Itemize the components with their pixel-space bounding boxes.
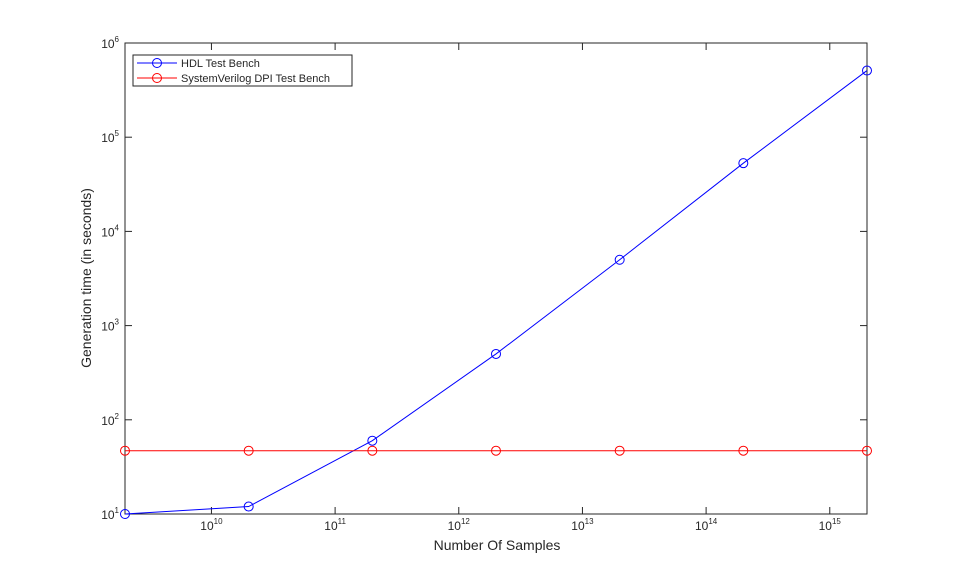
tick-label-base: 10 (571, 519, 585, 533)
data-point (614, 254, 625, 265)
data-point (367, 445, 378, 456)
tick-label-exponent: 13 (585, 517, 594, 526)
tick-label-exponent: 14 (708, 517, 717, 526)
tick-label-base: 10 (101, 414, 115, 428)
y-axis-label: Generation time (in seconds) (78, 188, 94, 368)
legend-marker (152, 58, 162, 68)
plot-area (124, 42, 868, 515)
legend-label: HDL Test Bench (181, 58, 260, 70)
tick-label: 1015 (819, 517, 842, 533)
data-line (124, 70, 868, 515)
tick-label: 102 (101, 412, 119, 428)
tick-label-exponent: 3 (115, 318, 120, 327)
tick-label: 1014 (695, 517, 718, 533)
tick-label-base: 10 (324, 519, 338, 533)
tick-label: 104 (101, 223, 119, 239)
data-point (738, 158, 749, 169)
tick-label: 106 (101, 35, 119, 51)
data-point (120, 445, 130, 456)
legend-box (132, 54, 353, 87)
data-point (243, 445, 254, 456)
tick-label-base: 10 (200, 519, 214, 533)
tick-label: 1010 (200, 517, 223, 533)
tick-label-base: 10 (695, 519, 709, 533)
data-point (243, 501, 254, 512)
tick-label-exponent: 6 (115, 35, 120, 44)
tick-label-exponent: 12 (461, 517, 470, 526)
tick-label: 105 (101, 129, 119, 145)
tick-label-base: 10 (819, 519, 833, 533)
tick-label-exponent: 15 (832, 517, 841, 526)
data-point (491, 348, 501, 359)
data-point (491, 445, 501, 456)
tick-label-base: 10 (101, 131, 115, 145)
tick-label: 1011 (324, 517, 346, 533)
legend-label: SystemVerilog DPI Test Bench (181, 73, 330, 85)
tick-label: 1012 (448, 517, 471, 533)
legend-marker (152, 73, 162, 83)
tick-label-exponent: 10 (214, 517, 223, 526)
data-point (120, 509, 130, 519)
data-point (614, 445, 625, 456)
data-point (738, 445, 749, 456)
tick-label-base: 10 (101, 225, 115, 239)
tick-label-base: 10 (101, 37, 115, 51)
tick-label-exponent: 4 (115, 223, 120, 232)
tick-label-base: 10 (448, 519, 462, 533)
tick-label: 101 (101, 506, 119, 522)
tick-label-exponent: 5 (115, 129, 120, 138)
tick-label-exponent: 2 (115, 412, 120, 421)
tick-label: 103 (101, 318, 119, 334)
data-point (862, 65, 872, 76)
tick-label-exponent: 11 (338, 517, 347, 526)
data-point (862, 445, 872, 456)
tick-label: 1013 (571, 517, 594, 533)
tick-label-exponent: 1 (115, 506, 120, 515)
tick-label-base: 10 (101, 508, 115, 522)
tick-label-base: 10 (101, 320, 115, 334)
x-axis-label: Number Of Samples (434, 537, 561, 553)
data-point (367, 435, 378, 446)
